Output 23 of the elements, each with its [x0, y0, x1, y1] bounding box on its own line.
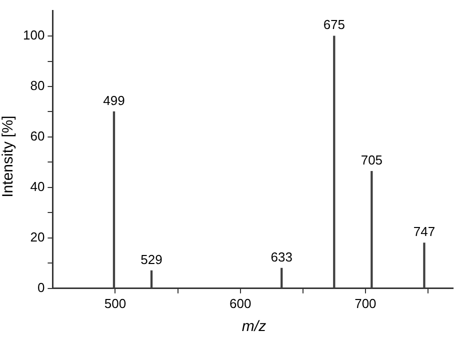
annotation: 747	[413, 224, 436, 240]
y-tick-label: 20	[30, 230, 45, 245]
y-tick-label: 40	[30, 179, 45, 194]
annotation: 499	[103, 92, 125, 108]
x-tick-label: 600	[229, 296, 252, 311]
annotation: 705	[360, 152, 383, 168]
x-axis-title: m/z	[242, 318, 266, 335]
y-axis-title: Intensity [%]	[0, 116, 16, 198]
bar	[370, 170, 373, 288]
annotation: 633	[270, 249, 292, 264]
bar	[333, 36, 336, 288]
x-tick-label: 500	[104, 296, 126, 311]
y-tick-label: 100	[22, 28, 45, 43]
bar	[280, 268, 283, 288]
x-tick-label: 700	[354, 296, 376, 311]
y-tick-label: 80	[30, 78, 45, 94]
annotation: 529	[140, 252, 162, 267]
bar	[423, 242, 426, 288]
annotation: 675	[323, 17, 346, 32]
y-tick-label: 0	[37, 280, 45, 295]
bar	[112, 111, 116, 288]
y-tick-label: 60	[30, 128, 45, 144]
bar	[150, 270, 153, 288]
